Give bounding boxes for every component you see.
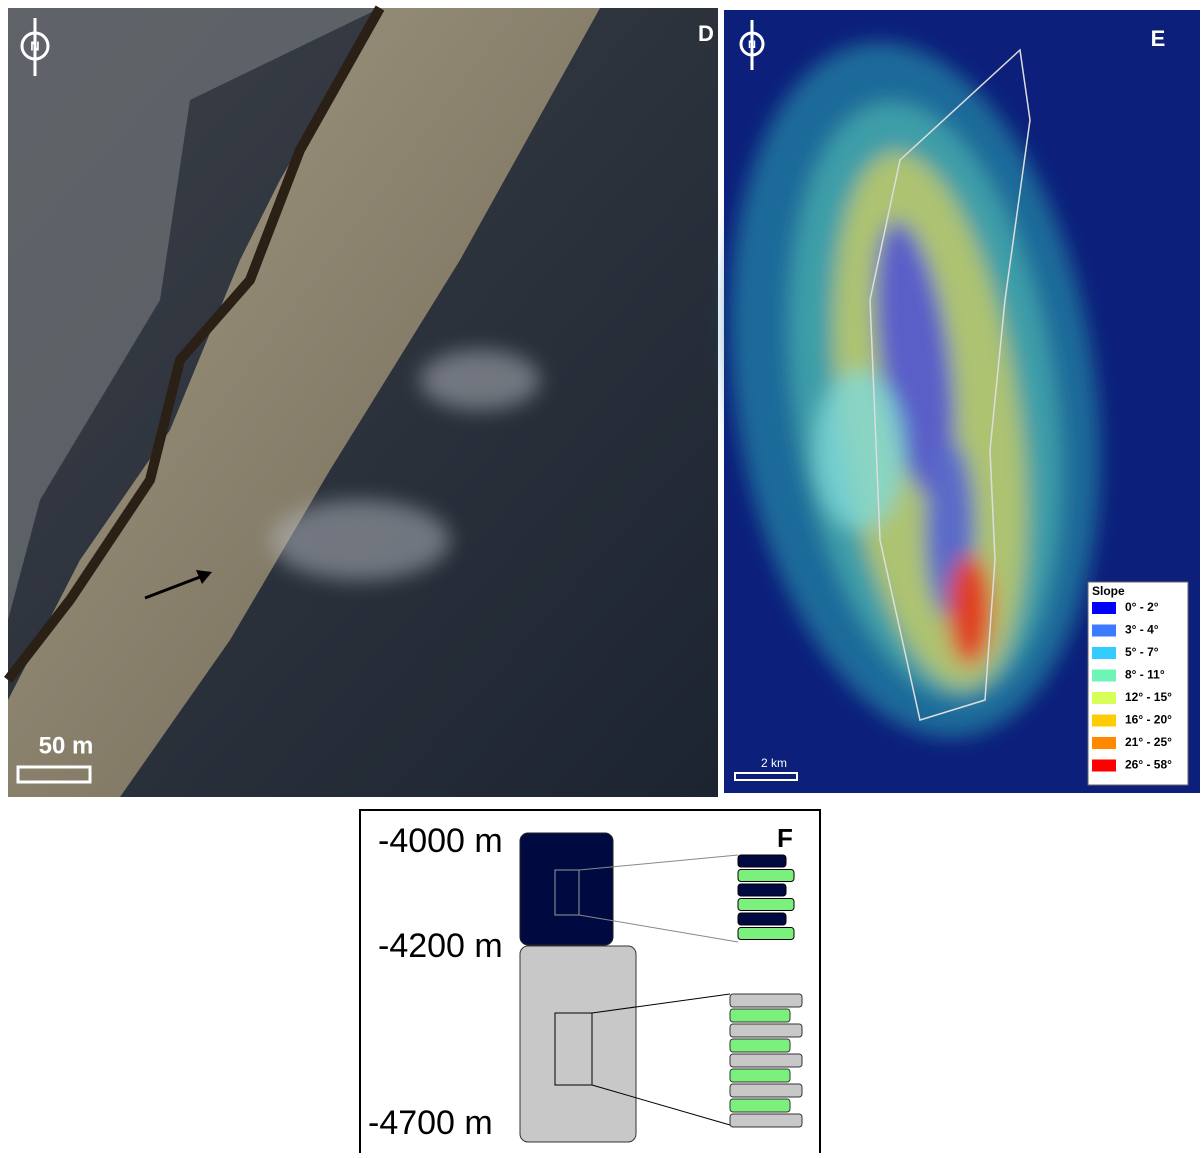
stratum (730, 1039, 790, 1052)
legend-label: 21° - 25° (1125, 735, 1172, 749)
legend-label: 12° - 15° (1125, 690, 1172, 704)
figure: N D 50 m N E 2 km Slope 0° - 2° 3° - 4° 5°… (0, 0, 1201, 1153)
legend-swatch (1092, 715, 1116, 727)
panel-f: F -4000 m -4200 m -4700 m (360, 810, 820, 1153)
legend-swatch (1092, 737, 1116, 749)
legend-swatch (1092, 602, 1116, 614)
legend-swatch (1092, 647, 1116, 659)
depth-label: -4700 m (368, 1104, 493, 1142)
legend-label: 3° - 4° (1125, 623, 1159, 637)
stratum (730, 994, 802, 1007)
upper-unit (520, 833, 613, 945)
stratum (738, 855, 786, 867)
north-label: N (30, 38, 39, 53)
stratum (730, 1009, 790, 1022)
legend-label: 26° - 58° (1125, 758, 1172, 772)
legend-swatch (1092, 625, 1116, 637)
legend-label: 0° - 2° (1125, 600, 1159, 614)
legend-label: 8° - 11° (1125, 668, 1165, 682)
stratum (738, 884, 786, 896)
stratum (738, 928, 794, 940)
stratum (730, 1054, 802, 1067)
legend-swatch (1092, 760, 1116, 772)
legend-label: 16° - 20° (1125, 713, 1172, 727)
panel-letter: E (1151, 26, 1166, 51)
stratum (730, 1024, 802, 1037)
scale-label: 2 km (761, 756, 787, 770)
depth-label: -4000 m (378, 822, 503, 860)
legend-title: Slope (1092, 584, 1125, 598)
legend-swatch (1092, 692, 1116, 704)
north-label: N (748, 39, 756, 51)
panel-letter: F (777, 823, 793, 853)
stratum (730, 1069, 790, 1082)
depth-label: -4200 m (378, 927, 503, 965)
strata (730, 855, 802, 1127)
stratum (730, 1114, 802, 1127)
panel-e: N E 2 km Slope 0° - 2° 3° - 4° 5° - 7° 8° -… (688, 10, 1200, 793)
panel-d: N D 50 m (8, 8, 718, 797)
legend-swatch (1092, 670, 1116, 682)
stratum (730, 1084, 802, 1097)
stratum (738, 913, 786, 925)
panel-letter: D (698, 21, 714, 46)
stratum (738, 899, 794, 911)
stratum (730, 1099, 790, 1112)
scale-label: 50 m (39, 732, 94, 759)
legend-label: 5° - 7° (1125, 645, 1159, 659)
stratum (738, 870, 794, 882)
lower-unit (520, 946, 636, 1142)
